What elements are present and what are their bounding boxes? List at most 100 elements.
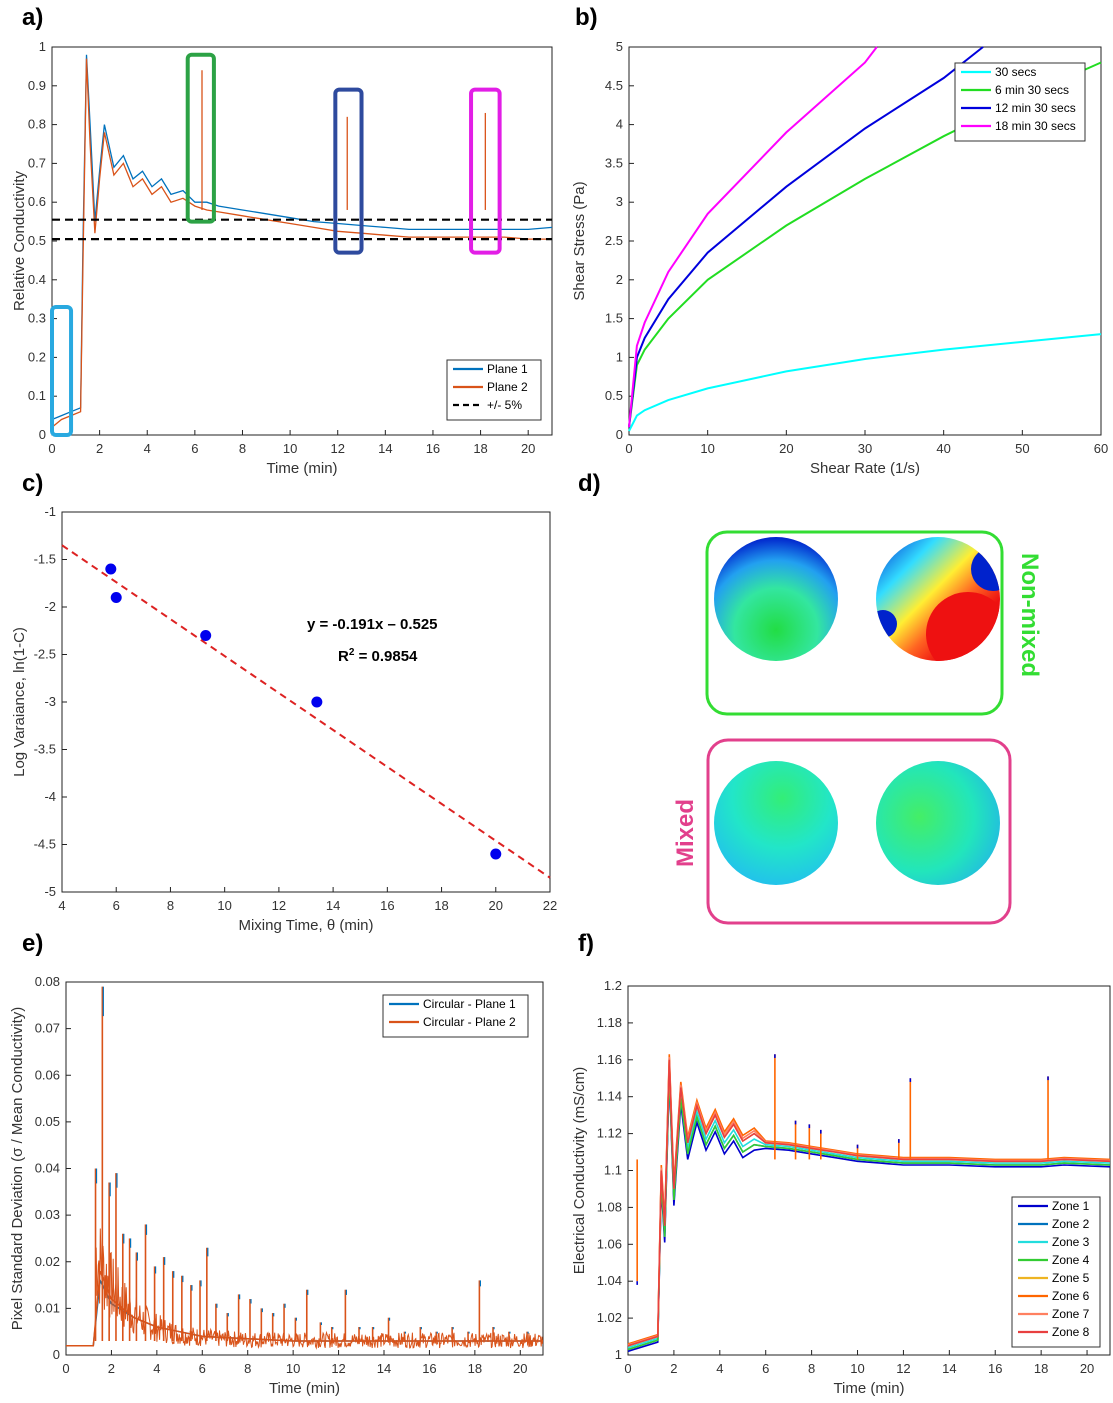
legend-label: Zone 8	[1052, 1325, 1090, 1339]
x-tick-label: 10	[700, 441, 714, 456]
series-line	[628, 333, 1102, 432]
x-axis-label: Time (min)	[833, 1380, 904, 1397]
y-tick-label: 2	[616, 272, 623, 287]
nonmixed-map-2	[876, 537, 1000, 661]
plot-area	[65, 981, 544, 1356]
x-tick-label: 6	[191, 441, 198, 456]
x-tick-label: 14	[326, 898, 340, 913]
x-tick-label: 2	[670, 1361, 677, 1376]
x-tick-label: 0	[62, 1361, 69, 1376]
y-tick-label: 0	[39, 427, 46, 442]
y-tick-label: 0.06	[35, 1067, 60, 1082]
x-tick-label: 18	[434, 898, 448, 913]
x-tick-label: 12	[330, 441, 344, 456]
y-tick-label: 0.07	[35, 1021, 60, 1036]
y-tick-label: 0	[616, 427, 623, 442]
y-tick-label: -3	[44, 694, 56, 709]
r-squared-exponent: 2	[349, 647, 355, 658]
mixed-label: Mixed	[672, 799, 699, 867]
y-tick-label: -1	[44, 504, 56, 519]
x-tick-label: 16	[426, 441, 440, 456]
y-axis-label: Relative Conductivity	[11, 170, 28, 311]
panel-label-d: d)	[578, 470, 601, 497]
x-tick-label: 20	[489, 898, 503, 913]
x-tick-label: 0	[48, 441, 55, 456]
x-tick-label: 18	[1034, 1361, 1048, 1376]
y-axis-label: Log Varaiance, ln(1-C)	[11, 627, 28, 777]
y-tick-label: -2	[44, 599, 56, 614]
x-tick-label: 8	[808, 1361, 815, 1376]
chart-e: 0 2 4 6 8 10 12 14 16 18 20 0 0.01 0.02 0.03 0.04 0.05 0.…	[9, 974, 544, 1397]
x-tick-label: 0	[625, 441, 632, 456]
y-tick-label: 0.7	[28, 155, 46, 170]
regression-equation: y = -0.191x – 0.525	[307, 616, 438, 633]
highlight-box	[469, 87, 502, 255]
y-tick-label: 1.08	[597, 1199, 622, 1214]
legend-label: 12 min 30 secs	[995, 101, 1076, 115]
y-tick-label: 0.6	[28, 194, 46, 209]
r-squared: R2 = 0.9854	[338, 647, 418, 665]
x-tick-label: 14	[377, 1361, 391, 1376]
y-tick-label: 2.5	[605, 233, 623, 248]
y-tick-label: 0.1	[28, 388, 46, 403]
data-point	[110, 592, 122, 603]
series-line	[51, 58, 552, 428]
x-tick-label: 6	[762, 1361, 769, 1376]
y-tick-label: -5	[44, 884, 56, 899]
data-point	[311, 696, 323, 708]
legend-label: Zone 5	[1052, 1271, 1090, 1285]
legend-label: Zone 1	[1052, 1199, 1090, 1213]
x-tick-label: 10	[286, 1361, 300, 1376]
y-tick-label: -4	[44, 789, 56, 804]
x-tick-label: 20	[513, 1361, 527, 1376]
x-tick-label: 16	[380, 898, 394, 913]
x-tick-label: 40	[936, 441, 950, 456]
y-tick-label: 1.5	[605, 311, 623, 326]
highlight-box	[333, 87, 364, 255]
y-tick-label: 1	[616, 349, 623, 364]
y-axis-label: Shear Stress (Pa)	[571, 181, 588, 300]
x-tick-label: 6	[199, 1361, 206, 1376]
y-tick-label: 4.5	[605, 78, 623, 93]
legend-label: Zone 7	[1052, 1307, 1090, 1321]
y-tick-label: 0.02	[35, 1254, 60, 1269]
chart-f: 0 2 4 6 8 10 12 14 16 18 20 1 1.02 1.04 1.06 1.08 1.1 1.1…	[571, 978, 1111, 1397]
legend-label: Circular - Plane 2	[423, 1015, 516, 1029]
x-tick-label: 18	[468, 1361, 482, 1376]
y-tick-label: 0.8	[28, 117, 46, 132]
x-tick-label: 14	[942, 1361, 956, 1376]
y-tick-label: 0.9	[28, 78, 46, 93]
x-tick-label: 4	[153, 1361, 160, 1376]
mixed-frame	[706, 738, 1012, 925]
x-tick-label: 12	[272, 898, 286, 913]
y-tick-label: 0.04	[35, 1161, 60, 1176]
panel-label-e: e)	[22, 930, 44, 957]
data-point	[105, 563, 117, 575]
x-tick-label: 8	[167, 898, 174, 913]
nonmixed-frame	[705, 530, 1004, 716]
panel-label-c: c)	[22, 470, 44, 497]
nonmixed-map-1	[714, 537, 838, 661]
x-tick-label: 18	[473, 441, 487, 456]
y-tick-label: 0.03	[35, 1207, 60, 1222]
x-axis-label: Shear Rate (1/s)	[810, 460, 920, 477]
x-tick-label: 20	[779, 441, 793, 456]
x-tick-label: 2	[96, 441, 103, 456]
x-tick-label: 10	[217, 898, 231, 913]
x-tick-label: 4	[716, 1361, 723, 1376]
y-axis-label: Pixel Standard Deviation (σ / Mean Condu…	[9, 1007, 26, 1331]
series-line	[627, 1059, 1111, 1347]
y-tick-label: 1	[615, 1347, 622, 1362]
y-tick-label: -2.5	[34, 647, 56, 662]
x-axis-label: Mixing Time, θ (min)	[238, 917, 373, 934]
heatmap-panel: Non-mixed Mixed	[672, 530, 1043, 925]
series-line	[628, 46, 878, 428]
y-tick-label: 1.2	[604, 978, 622, 993]
plot-area	[61, 511, 551, 893]
legend-box	[954, 62, 1086, 142]
y-tick-label: 1.12	[597, 1126, 622, 1141]
x-tick-label: 16	[988, 1361, 1002, 1376]
x-tick-label: 50	[1015, 441, 1029, 456]
legend-label: Plane 2	[487, 380, 528, 394]
x-tick-label: 14	[378, 441, 392, 456]
